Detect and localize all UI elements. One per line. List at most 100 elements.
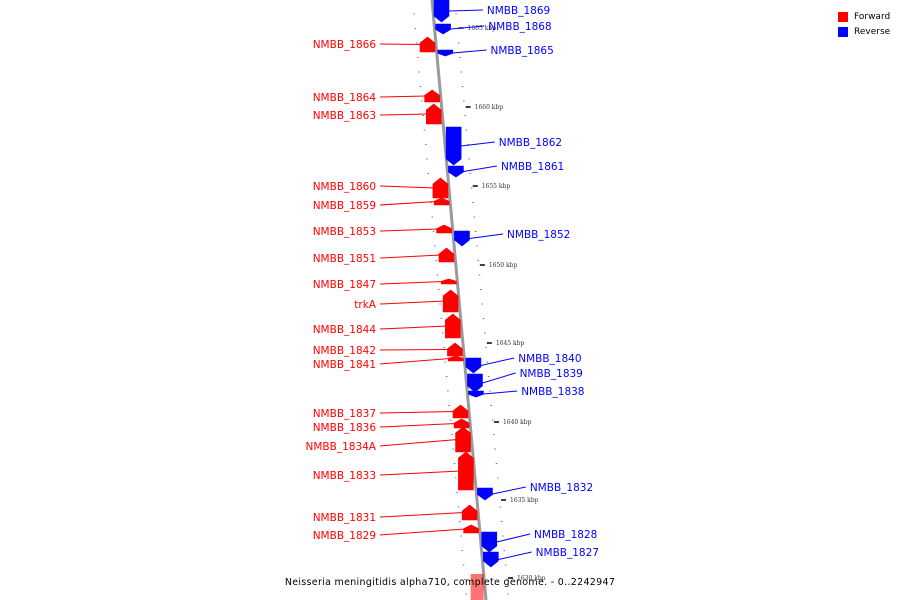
reverse-gene-arrow [467,373,483,393]
forward-gene-arrow [470,574,484,600]
reverse-leader-line [480,357,515,366]
forward-gene-label: NMBB_1841 [313,359,376,371]
legend-forward-label: Forward [854,11,891,22]
reverse-gene-arrow [448,165,464,178]
reverse-gene-label: NMBB_1865 [491,45,554,57]
forward-gene-arrow [447,355,464,362]
gene-features [419,0,499,600]
forward-gene-arrow [461,504,478,521]
legend: Forward Reverse [838,9,898,39]
forward-gene-arrow [419,36,436,53]
forward-leader-line [379,43,423,45]
forward-gene-label: NMBB_1866 [313,39,377,51]
minor-ticks [413,13,509,595]
scale-label: 1645 kbp [496,340,525,347]
forward-leader-line [379,470,461,476]
forward-gene-label: NMBB_1842 [313,345,376,357]
forward-leader-line [379,349,450,351]
forward-leader-line [379,423,457,428]
forward-gene-label: NMBB_1829 [313,530,376,542]
forward-gene-label: NMBB_1836 [313,422,377,434]
forward-gene-label: NMBB_1844 [313,324,377,336]
reverse-leader-line [452,49,487,54]
forward-gene-label: NMBB_1847 [313,279,376,291]
reverse-leader-line [498,551,532,560]
forward-gene-arrow [455,426,471,453]
legend-reverse: Reverse [838,24,898,39]
reverse-leader-line [492,486,526,495]
reverse-gene-label: NMBB_1861 [501,161,564,173]
genome-backbone [430,0,488,600]
forward-gene-arrow [447,342,463,357]
scale-label: 1635 kbp [510,497,539,504]
forward-leader-line [379,201,437,206]
reverse-leader-line [483,390,518,395]
forward-gene-label: NMBB_1863 [313,110,376,122]
forward-gene-arrow [445,313,461,339]
reverse-gene-arrow [465,357,482,374]
forward-gene-arrow [441,278,457,285]
forward-leader-line [379,528,466,536]
reverse-gene-label: NMBB_1832 [530,482,593,494]
reverse-gene-label: NMBB_1839 [520,368,583,380]
scale-label: 1665 kbp [468,25,497,32]
forward-gene-arrow [433,197,450,206]
forward-gene-label: NMBB_1851 [313,253,376,265]
forward-gene-arrow [442,289,459,313]
reverse-gene-arrow [437,49,454,57]
forward-gene-arrow [463,524,479,534]
reverse-leader-line [469,233,504,239]
forward-gene-arrow [436,224,452,234]
forward-leader-line [379,411,456,414]
forward-leader-line [379,439,458,447]
forward-gene-label: NMBB_1833 [313,470,376,482]
forward-gene-arrow [438,247,455,263]
forward-swatch-icon [838,11,848,22]
forward-gene-label: NMBB_1860 [313,181,376,193]
forward-gene-label: trkA [354,299,377,311]
reverse-gene-arrow [435,23,451,35]
reverse-gene-label: NMBB_1827 [536,547,599,559]
forward-gene-label: NMBB_1834A [306,441,377,453]
legend-forward: Forward [838,9,898,24]
forward-gene-label: NMBB_1831 [313,512,376,524]
forward-leader-line [379,95,427,98]
reverse-gene-label: NMBB_1828 [534,529,597,541]
forward-leader-line [379,325,448,330]
forward-gene-label: NMBB_1853 [313,226,376,238]
scale-label: 1660 kbp [475,104,504,111]
reverse-gene-label: NMBB_1868 [488,21,551,33]
reverse-leader-line [463,165,498,172]
scale-label: 1655 kbp [482,183,511,190]
forward-gene-label: NMBB_1859 [313,200,376,212]
legend-reverse-label: Reverse [854,26,891,37]
forward-gene-arrow [458,451,474,491]
forward-leader-line [379,113,429,116]
reverse-gene-label: NMBB_1838 [521,386,584,398]
reverse-leader-line [450,25,485,30]
reverse-gene-label: NMBB_1862 [499,137,562,149]
reverse-gene-arrow [483,551,499,568]
scale-label: 1640 kbp [503,419,532,426]
forward-leader-line [379,358,451,365]
forward-leader-line [379,512,465,518]
reverse-gene-label: NMBB_1840 [518,353,581,365]
reverse-leader-line [482,372,516,384]
reverse-leader-line [496,533,531,543]
forward-leader-line [379,281,444,285]
forward-gene-arrow [424,89,440,103]
reverse-gene-label: NMBB_1852 [507,229,570,241]
reverse-swatch-icon [838,26,848,37]
forward-leader-line [379,300,446,305]
reverse-gene-arrow [481,531,498,553]
forward-leader-line [379,185,435,189]
scale-label: 1650 kbp [489,262,518,269]
forward-gene-label: NMBB_1837 [313,408,376,420]
reverse-leader-line [448,9,483,12]
forward-gene-label: NMBB_1864 [313,92,377,104]
reverse-gene-arrow [454,230,470,247]
forward-gene-arrow [432,177,449,199]
scale-markers: 1665 kbp 1660 kbp 1655 kbp 1650 kbp 1645 kbp… [458,25,546,582]
forward-gene-arrow [452,404,469,419]
forward-leader-line [379,228,439,232]
